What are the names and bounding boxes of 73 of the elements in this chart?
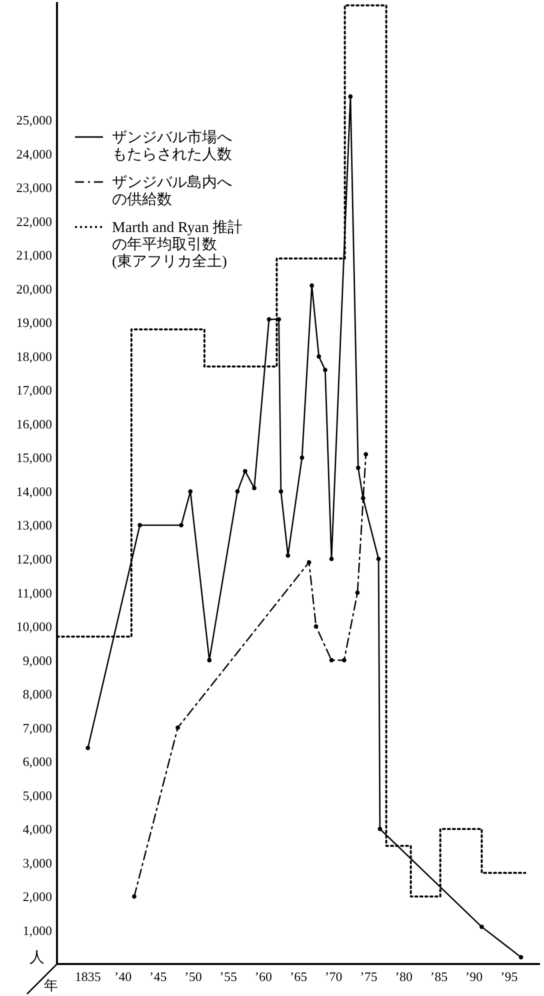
y-tick-label: 9,000 <box>22 652 52 668</box>
y-tick-label: 1,000 <box>22 922 52 938</box>
y-tick-label: 14,000 <box>16 484 52 499</box>
x-tick-label: ’40 <box>114 969 132 984</box>
y-tick-label: 25,000 <box>16 112 52 128</box>
point <box>329 658 334 662</box>
y-tick-label: 6,000 <box>22 754 52 770</box>
x-tick-label: ’75 <box>360 969 378 984</box>
point <box>322 368 328 372</box>
point <box>266 317 272 322</box>
point <box>132 894 136 899</box>
y-tick-label: 10,000 <box>16 619 52 634</box>
y-tick-label: 4,000 <box>22 822 52 837</box>
point <box>176 726 180 730</box>
point <box>278 489 284 494</box>
point <box>179 522 184 528</box>
point <box>310 283 314 288</box>
y-tick-label: 13,000 <box>16 518 52 533</box>
point <box>306 560 312 565</box>
y-tick-label: 17,000 <box>16 382 52 398</box>
point <box>242 468 248 474</box>
point <box>300 455 304 460</box>
x-tick-label: ’45 <box>149 969 167 984</box>
point <box>356 466 360 470</box>
y-tick-label: 11,000 <box>16 585 52 600</box>
x-tick-label: ’85 <box>430 969 448 984</box>
point <box>252 486 256 490</box>
y-tick-label: 5,000 <box>22 788 52 803</box>
point <box>316 354 322 359</box>
point <box>329 556 334 562</box>
x-tick-label: ’90 <box>465 969 483 984</box>
x-tick-label: ’55 <box>220 969 237 984</box>
y-tick-label: 12,000 <box>16 551 52 566</box>
y-tick-label: 16,000 <box>16 416 52 432</box>
point <box>138 522 142 528</box>
point <box>364 452 368 457</box>
x-tick-label: ’70 <box>324 969 342 984</box>
y-tick-label: 7,000 <box>22 720 52 736</box>
x-tick-label: ’80 <box>395 969 412 984</box>
y-tick-label: 20,000 <box>16 281 52 296</box>
y-tick-label: 19,000 <box>16 315 52 330</box>
point <box>342 658 346 662</box>
y-tick-label: 3,000 <box>22 855 52 870</box>
y-tick-label: 23,000 <box>16 180 52 196</box>
y-tick-label: 24,000 <box>16 146 52 162</box>
point <box>518 955 524 960</box>
y-tick-label: 18,000 <box>16 348 52 364</box>
x-tick-label: ’65 <box>290 969 308 984</box>
legend-label: Marth and Ryan 推計の年平均取引数(東アフリカ全土) <box>112 219 243 270</box>
x-tick-label: ’60 <box>254 969 272 984</box>
point <box>378 826 382 832</box>
x-tick-label: 1835 <box>74 969 101 984</box>
y-tick-label: 21,000 <box>16 248 52 263</box>
point <box>376 556 381 562</box>
y-tick-label: 2,000 <box>22 889 52 904</box>
point <box>188 489 193 494</box>
y-tick-label: 8,000 <box>22 686 52 702</box>
x-tick-label: ’50 <box>184 969 202 984</box>
point <box>480 924 484 930</box>
legend-label: ザンジバル島内への供給数 <box>112 174 232 208</box>
point <box>86 746 90 750</box>
y-axis-title: 人 <box>30 950 44 966</box>
point <box>286 553 290 558</box>
point <box>348 94 353 99</box>
point <box>355 590 360 595</box>
y-tick-label: 15,000 <box>16 450 52 466</box>
x-tick-label: ’95 <box>500 969 518 984</box>
point <box>314 624 318 629</box>
x-axis-title: 年 <box>44 978 58 994</box>
point <box>207 658 212 662</box>
legend-label: ザンジバル市場へもたらされた人数 <box>112 129 232 163</box>
point <box>235 489 240 494</box>
y-tick-label: 22,000 <box>16 214 52 229</box>
